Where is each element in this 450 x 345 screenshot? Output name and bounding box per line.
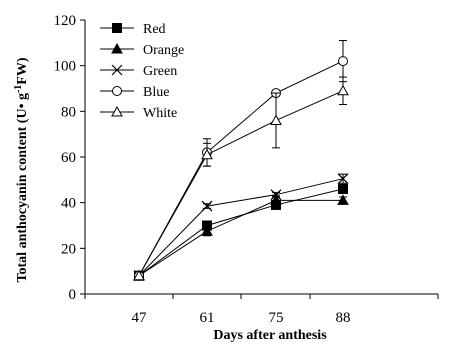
axes: 0 20 40 60 80 100 120 47 61 75 88	[54, 13, 439, 326]
series-line-blue	[138, 60, 344, 276]
y-axis-title-sup: -1	[13, 85, 24, 93]
legend-label-orange: Orange	[143, 43, 184, 58]
y-axis-title: Total anthocyanin content (U• g-1FW)	[13, 57, 30, 282]
y-tick-label: 40	[61, 196, 76, 212]
x-tick-label: 75	[269, 310, 284, 326]
series-line-white	[138, 90, 344, 276]
data-point-orange	[337, 194, 349, 205]
legend-item-red: Red	[100, 22, 166, 37]
data-point-red	[338, 183, 348, 194]
legend-label-green: Green	[143, 64, 177, 79]
legend-label-blue: Blue	[143, 85, 169, 100]
legend-label-red: Red	[143, 22, 166, 37]
legend-label-white: White	[143, 106, 177, 121]
data-point-white	[337, 84, 349, 96]
data-point-green	[201, 200, 213, 212]
x-marker-stroke	[111, 64, 123, 76]
series-white	[133, 76, 349, 281]
legend-item-green: Green	[100, 64, 177, 79]
legend: Red Orange Green Blue White	[100, 22, 184, 121]
series-line-green	[138, 178, 344, 277]
data-point-orange	[270, 194, 282, 205]
y-tick-label: 0	[69, 287, 77, 303]
data-point-orange	[201, 225, 213, 236]
legend-item-orange: Orange	[100, 42, 184, 58]
y-axis-title-tail: FW)	[15, 57, 30, 85]
x-tick-label: 61	[200, 310, 215, 326]
series-red	[134, 183, 348, 281]
legend-item-blue: Blue	[100, 85, 169, 100]
y-tick-label: 100	[54, 59, 77, 75]
data-point-white	[270, 114, 282, 125]
series-line-orange	[138, 199, 343, 277]
data-point-green	[337, 173, 349, 185]
x-tick-label: 47	[132, 310, 148, 326]
x-marker-stroke	[337, 173, 349, 185]
x-marker-stroke	[270, 189, 282, 201]
y-tick-label: 20	[61, 241, 76, 257]
series-layer	[133, 40, 349, 282]
x-tick-label: 88	[336, 310, 351, 326]
x-marker-stroke	[201, 200, 213, 212]
legend-item-white: White	[100, 105, 177, 121]
legend-marker-blue	[112, 86, 122, 96]
x-axis-title: Days after anthesis	[213, 328, 327, 343]
data-point-white	[133, 269, 145, 281]
legend-marker-orange	[111, 42, 123, 54]
data-point-green	[270, 189, 282, 201]
y-axis-title-main: Total anthocyanin content (U• g	[15, 93, 30, 283]
y-tick-label: 60	[61, 150, 76, 166]
data-point-white	[201, 148, 213, 160]
legend-marker-red	[112, 23, 122, 33]
y-tick-label: 120	[54, 13, 77, 29]
series-line-red	[138, 188, 344, 277]
legend-marker-green	[111, 64, 123, 76]
data-point-blue	[338, 56, 348, 67]
series-orange	[133, 194, 349, 281]
legend-marker-white	[111, 105, 123, 117]
y-tick-label: 80	[61, 104, 76, 120]
